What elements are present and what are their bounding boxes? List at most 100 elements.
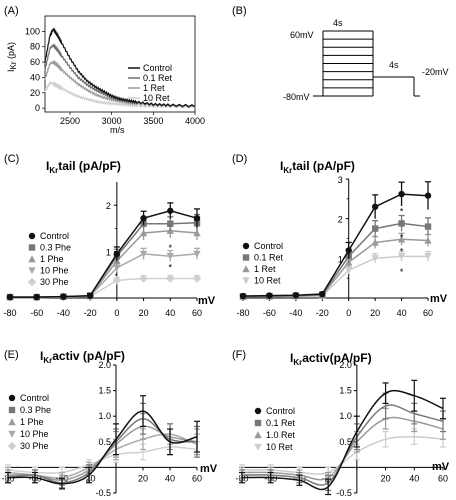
panel-f-legend-marker (254, 431, 262, 439)
panel-c-legend-marker (27, 277, 37, 287)
panel-a-y-tick-label: 60 (30, 57, 40, 67)
panel-e-x-tick-label: 40 (165, 473, 175, 483)
panel-d-legend-label: 0.1 Ret (254, 253, 284, 263)
panel-a-x-ticks: 2500 3000 3500 4000 (60, 112, 205, 126)
panel-f-series-control-line (241, 389, 444, 491)
panel-e-title: IKractiv (pA/pF) (40, 349, 125, 365)
panel-d-x-tick-label: -60 (263, 308, 276, 318)
panel-c-x-unit: mV (198, 295, 216, 307)
panel-c-series-30-phe-point (166, 274, 175, 283)
panel-f: (F) IKractiv(pA/pF) mV -0.50.51.01.52.0-… (232, 349, 450, 498)
panel-f-legend-label: Control (266, 406, 295, 416)
panel-e-legend-marker (8, 430, 16, 438)
panel-c-series-control-point (6, 293, 14, 301)
panel-a-legend-label: 0.1 Ret (143, 73, 173, 83)
panel-d-series-10-ret-point (397, 253, 406, 261)
panel-c-series-10-phe-point (193, 250, 201, 258)
panel-d-series-1-ret-point (371, 238, 379, 246)
panel-c-title: IKrtail (pA/pF) (46, 159, 121, 175)
panel-c-legend-label: 30 Phe (40, 277, 69, 287)
panel-d-x-tick-label: 0 (346, 308, 351, 318)
panel-c-x-tick-label: 40 (165, 308, 175, 318)
panel-d-y-tick-label: 1 (338, 254, 343, 264)
panel-d-series-control-point (319, 290, 326, 298)
panel-d-legend-marker (242, 277, 250, 285)
panel-a-y-tick-label: 80 (30, 42, 40, 52)
panel-e-y-tick-label: 0.5 (98, 437, 111, 447)
panel-d-title: IKrtail (pA/pF) (280, 159, 355, 175)
panel-a-legend-label: 1 Ret (143, 83, 165, 93)
panel-c-series-10-phe-point (166, 253, 174, 260)
panel-d-series-control-point (398, 190, 405, 198)
panel-c-x-tick-label: -40 (57, 308, 70, 318)
panel-d-significance-star: * (400, 246, 404, 256)
panel-f-legend-marker (254, 407, 262, 415)
panel-e-legend-label: 10 Phe (20, 429, 49, 439)
panel-d-series-1-ret-point (424, 236, 432, 244)
panel-c-legend-label: 1 Phe (40, 254, 64, 264)
panel-c-series-10-phe-point (113, 264, 121, 272)
panel-c-series-30-phe-point (112, 276, 122, 285)
panel-f-y-tick-label: -0.5 (336, 488, 352, 498)
panel-d-letter: (D) (232, 153, 247, 165)
label-60mv: 60mV (290, 30, 314, 40)
panel-d: (D) IKrtail (pA/pF) mV 1 2 3 -80 -60 -40 -20 0 2… (232, 153, 448, 318)
panel-a-frame (44, 15, 196, 113)
panel-a-x-tick-label: 2500 (60, 116, 80, 126)
panel-c-series-1-phe-point (139, 229, 148, 237)
panel-c-series-10-phe-point (139, 250, 148, 258)
panel-c-letter: (C) (4, 153, 19, 165)
voltage-protocol-diagram (313, 30, 420, 97)
panel-c-series-control-point (140, 214, 147, 222)
panel-c-series-control-point (193, 214, 201, 222)
panel-e-x-unit: mV (200, 463, 218, 475)
panel-d-series-control-line (242, 193, 429, 297)
panel-e-legend-marker (8, 394, 16, 402)
panel-c-legend-marker (28, 244, 36, 251)
panel-f-legend-marker (254, 443, 262, 451)
panel-d-significance-star: * (400, 207, 404, 217)
panel-a-letter: (A) (4, 5, 19, 17)
panel-a: (A) IKr (pA) 0 20 40 60 80 100 2500 3000 3500 40… (4, 5, 205, 135)
panel-e-legend-label: 30 Phe (20, 441, 49, 451)
panel-c-series-0-3-phe-line (10, 222, 198, 298)
panel-e-x-tick-label: 60 (192, 473, 202, 483)
panel-c-x-tick-label: -60 (30, 308, 43, 318)
panel-e-y-tick-label: -0.5 (95, 488, 111, 498)
panel-d-legend-label: Control (254, 241, 283, 251)
panel-f-x-tick-label: 60 (438, 473, 448, 483)
panel-c-series-control-line (10, 210, 198, 298)
panel-a-trace-1-ret (44, 59, 196, 109)
panel-a-trace-control (44, 27, 196, 108)
panel-c-legend-marker (28, 255, 36, 263)
panel-d-significance-star: * (400, 233, 404, 243)
panel-d-legend-marker (242, 265, 250, 273)
label-4s-top: 4s (333, 18, 343, 28)
label-minus80mv: -80mV (283, 92, 310, 102)
panel-d-series-control-point (266, 292, 273, 299)
panel-c-series-30-phe-point (139, 274, 148, 283)
panel-d-series-control-point (239, 292, 247, 300)
panel-d-x-tick-label: 40 (397, 308, 407, 318)
panel-c-significance-star: * (169, 243, 173, 253)
panel-c-x-tick-label: -80 (3, 308, 16, 318)
panel-c-y-tick-label: 1 (106, 248, 111, 258)
panel-e-y-tick-label: 1.5 (98, 386, 111, 396)
panel-e-series-control-line (7, 410, 198, 485)
panel-e-legend-marker (7, 441, 17, 451)
panel-a-legend-label: 10 Ret (143, 93, 170, 103)
panel-e: (E) IKractiv (pA/pF) mV -0.5 0.5 1.0 1.5 2.0… (1, 349, 217, 498)
panel-c: (C) IKrtail (pA/pF) mV 1 2 -80 -60 -40 -20 0 20… (3, 153, 215, 318)
panel-c-series-control-point (86, 292, 94, 299)
panel-c-legend-label: Control (40, 231, 69, 241)
panel-a-traces (44, 27, 196, 109)
panel-f-y-tick-label: 1.0 (339, 411, 352, 421)
panel-d-series-0-1-ret-point (371, 225, 379, 232)
panel-c-legend-marker (28, 267, 36, 275)
panel-d-legend-marker (242, 242, 250, 250)
panel-c-x-tick-label: 60 (192, 308, 202, 318)
panel-c-series-0-3-phe-point (167, 220, 174, 227)
panel-a-x-tick-label: 3500 (143, 116, 163, 126)
